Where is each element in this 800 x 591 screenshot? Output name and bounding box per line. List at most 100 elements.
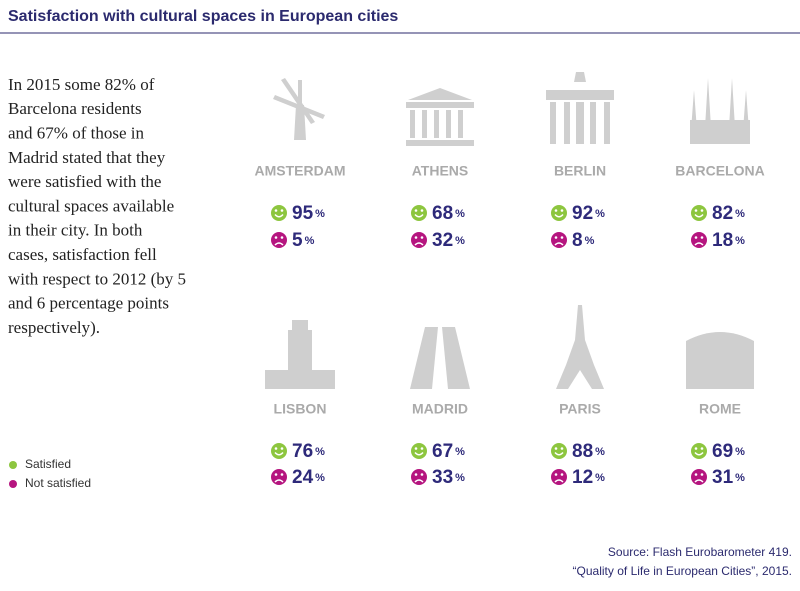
value-unit: % [735, 235, 745, 247]
smiley-mouth [414, 242, 424, 246]
smiley-mouth [694, 213, 704, 218]
smiley [411, 469, 427, 485]
smiley [271, 443, 287, 459]
city-icon [410, 327, 470, 389]
smiley-mouth [414, 451, 424, 456]
smiley [691, 232, 707, 248]
smiley-mouth [554, 213, 564, 218]
smiley-eye [280, 473, 284, 476]
smiley-eye [554, 209, 558, 212]
city-icon [273, 78, 325, 140]
value-unit: % [455, 472, 465, 484]
value: 68% [432, 203, 465, 224]
value-unit: % [455, 235, 465, 247]
smiley-mouth [414, 479, 424, 483]
paragraph-line: In 2015 some 82% of [8, 75, 155, 94]
smiley [411, 205, 427, 221]
smiley-eye [554, 447, 558, 450]
city-name: LISBON [274, 401, 327, 417]
smiley-eye [694, 236, 698, 239]
smiley [691, 205, 707, 221]
smiley [551, 232, 567, 248]
value-unit: % [455, 446, 465, 458]
legend-swatch [9, 480, 17, 488]
paragraph-line: cultural spaces available [8, 196, 174, 215]
value-unit: % [735, 472, 745, 484]
city-icon [686, 332, 754, 389]
value-unit: % [455, 208, 465, 220]
city-icon [546, 72, 614, 144]
city-name: AMSTERDAM [255, 163, 346, 179]
smiley-eye [554, 473, 558, 476]
value-unit: % [735, 208, 745, 220]
title: Satisfaction with cultural spaces in Eur… [8, 8, 398, 25]
value: 5% [292, 230, 315, 251]
paragraph-line: were satisfied with the [8, 172, 161, 191]
value: 31% [712, 467, 745, 488]
city-name: BARCELONA [675, 163, 764, 179]
smiley [271, 232, 287, 248]
value-unit: % [315, 208, 325, 220]
smiley-mouth [554, 451, 564, 456]
value: 18% [712, 230, 745, 251]
value-unit: % [595, 446, 605, 458]
smiley-eye [280, 447, 284, 450]
smiley-eye [280, 236, 284, 239]
value: 67% [432, 441, 465, 462]
value: 33% [432, 467, 465, 488]
smiley [551, 205, 567, 221]
smiley [271, 205, 287, 221]
smiley [411, 443, 427, 459]
value: 92% [572, 203, 605, 224]
value-number: 68 [432, 203, 453, 224]
paragraph-line: and 67% of those in [8, 124, 144, 143]
smiley-mouth [274, 242, 284, 246]
smiley-eye [414, 236, 418, 239]
smiley-eye [274, 447, 278, 450]
smiley-eye [694, 447, 698, 450]
smiley-eye [694, 209, 698, 212]
smiley-mouth [694, 242, 704, 246]
value-number: 24 [292, 467, 314, 488]
city-name: PARIS [559, 401, 601, 417]
smiley-eye [560, 473, 564, 476]
smiley-mouth [694, 479, 704, 483]
smiley-mouth [554, 479, 564, 483]
city-name: BERLIN [554, 163, 606, 179]
value-unit: % [315, 472, 325, 484]
smiley [551, 469, 567, 485]
city-name: ATHENS [412, 163, 469, 179]
smiley-mouth [554, 242, 564, 246]
value-number: 95 [292, 203, 314, 224]
legend-swatch [9, 461, 17, 469]
value-unit: % [585, 235, 595, 247]
smiley-eye [554, 236, 558, 239]
value-number: 82 [712, 203, 733, 224]
paragraph-line: with respect to 2012 (by 5 [8, 269, 186, 288]
smiley [271, 469, 287, 485]
value: 12% [572, 467, 605, 488]
smiley-mouth [274, 451, 284, 456]
value-number: 67 [432, 441, 453, 462]
value-number: 18 [712, 230, 733, 251]
paragraph-line: Madrid stated that they [8, 148, 166, 167]
city-icon [406, 88, 474, 146]
smiley-mouth [414, 213, 424, 218]
smiley-eye [414, 447, 418, 450]
smiley-eye [280, 209, 284, 212]
value: 24% [292, 467, 325, 488]
value: 32% [432, 230, 465, 251]
value: 95% [292, 203, 325, 224]
value: 88% [572, 441, 605, 462]
smiley [411, 232, 427, 248]
smiley-mouth [694, 451, 704, 456]
smiley-eye [694, 473, 698, 476]
city-icon [556, 305, 604, 389]
smiley-eye [420, 209, 424, 212]
paragraph-line: respectively). [8, 318, 100, 337]
smiley-eye [420, 236, 424, 239]
smiley-eye [700, 473, 704, 476]
value-number: 92 [572, 203, 593, 224]
value-number: 88 [572, 441, 593, 462]
value: 76% [292, 441, 325, 462]
